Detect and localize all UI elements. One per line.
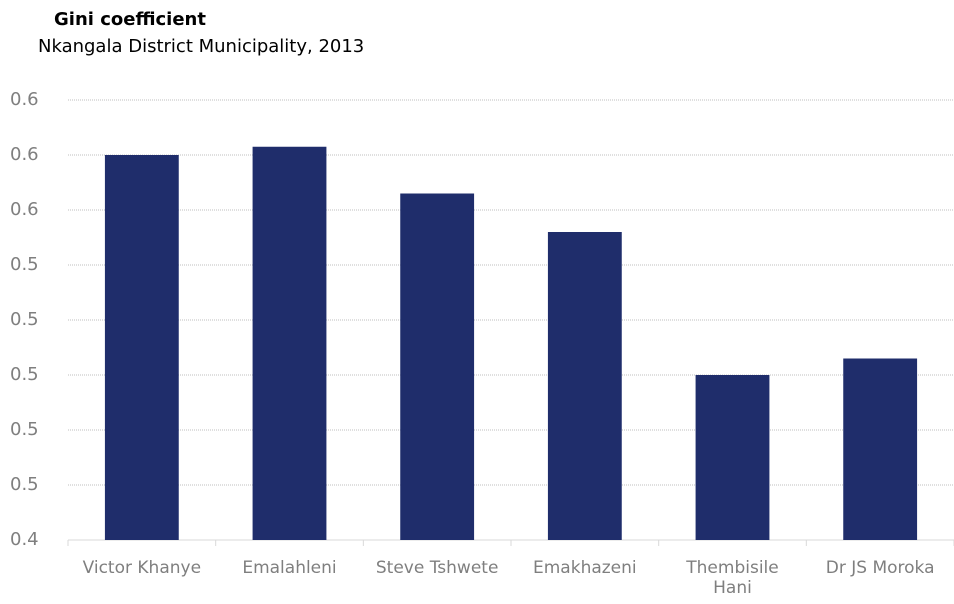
bar (843, 358, 918, 540)
chart-subtitle: Nkangala District Municipality, 2013 (38, 36, 364, 57)
chart-title: Gini coefficient (54, 9, 206, 30)
y-tick-label: 0.5 (10, 474, 39, 495)
y-tick-label: 0.5 (10, 419, 39, 440)
y-tick-label: 0.6 (10, 144, 39, 165)
x-tick-label: Steve Tshwete (375, 558, 499, 578)
bar (400, 193, 475, 540)
bar (252, 146, 327, 540)
x-tick-label: Thembisile Hani (686, 558, 779, 598)
x-tick-label: Dr JS Moroka (825, 558, 935, 578)
y-tick-label: 0.5 (10, 309, 39, 330)
y-tick-label: 0.5 (10, 364, 39, 385)
x-tick-label: Emakhazeni (533, 558, 637, 578)
bar (695, 375, 770, 540)
y-tick-label: 0.5 (10, 254, 39, 275)
bar (104, 155, 179, 540)
x-tick-label: Victor Khanye (82, 558, 202, 578)
y-tick-label: 0.4 (10, 529, 39, 550)
x-tick-label: Emalahleni (242, 558, 337, 578)
bar (547, 232, 622, 540)
y-tick-label: 0.6 (10, 89, 39, 110)
y-tick-label: 0.6 (10, 199, 39, 220)
